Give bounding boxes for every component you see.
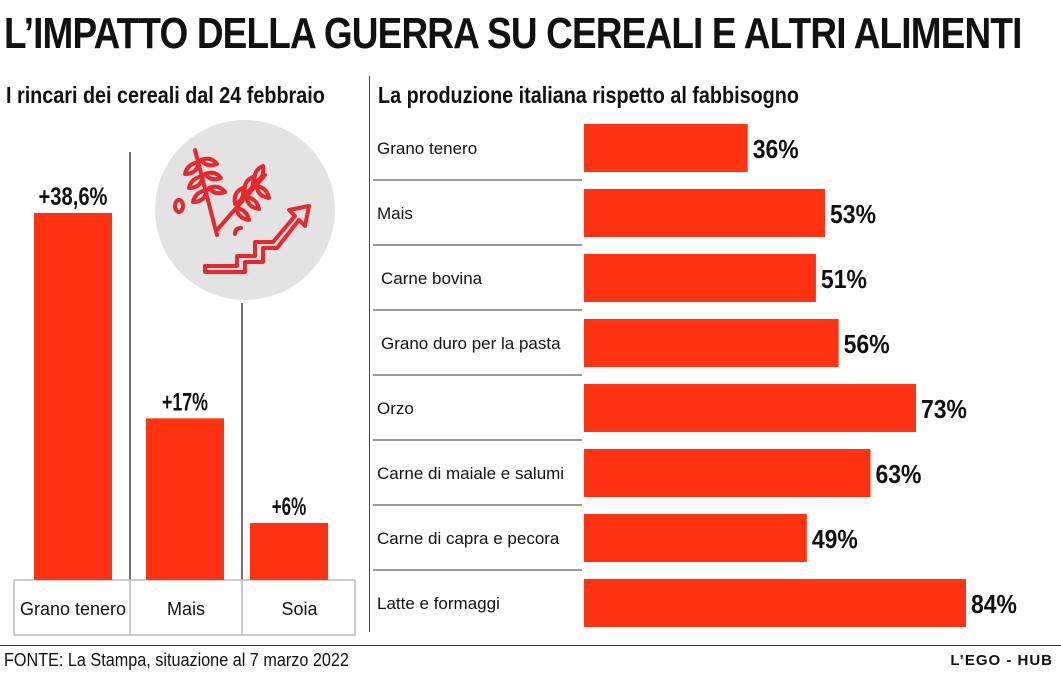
- bar-grano-duro-per-la-pasta: [584, 319, 839, 367]
- right-chart-title: La produzione italiana rispetto al fabbi…: [378, 82, 799, 108]
- brand-logo: L’EGO - HUB: [950, 652, 1053, 669]
- bar-carne-di-maiale-e-salumi: [584, 449, 871, 497]
- bar-orzo: [584, 384, 916, 432]
- bar-value-label: 73%: [921, 394, 967, 424]
- footer-divider: [0, 645, 1061, 646]
- bar-carne-di-capra-e-pecora: [584, 514, 807, 562]
- source-note: FONTE: La Stampa, situazione al 7 marzo …: [4, 650, 349, 670]
- bar-value-label: +38,6%: [39, 183, 108, 211]
- bar-value-label: 56%: [844, 329, 890, 359]
- section-divider: [369, 76, 370, 632]
- bar-value-label: 63%: [876, 459, 922, 489]
- bar-value-label: +6%: [272, 493, 307, 521]
- row-label: Grano duro per la pasta: [381, 334, 561, 353]
- category-label: Mais: [167, 599, 205, 619]
- wheat-arrow-graphic: [173, 148, 311, 274]
- page-title: L’IMPATTO DELLA GUERRA SU CEREALI E ALTR…: [4, 9, 1022, 58]
- cereal-price-increase-chart: +38,6% Grano tenero +17% Mais +6% Soia: [13, 152, 356, 636]
- italian-production-chart: Grano tenero 36% Mais 53% Carne bovina 51% Gra…: [373, 124, 1017, 627]
- row-label: Carne di capra e pecora: [377, 529, 560, 548]
- row-label: Carne bovina: [381, 269, 483, 288]
- row-label: Grano tenero: [377, 139, 477, 158]
- wheat-price-rise-icon: [155, 120, 335, 300]
- bar-value-label: 51%: [821, 264, 867, 294]
- bar-value-label: 49%: [812, 524, 858, 554]
- bar-mais: [584, 189, 826, 237]
- bar-soia: [250, 522, 328, 580]
- bar-mais: [146, 418, 224, 580]
- bar-value-label: 84%: [971, 589, 1017, 619]
- row-label: Orzo: [377, 399, 414, 418]
- bar-carne-bovina: [584, 254, 816, 302]
- bar-value-label: 53%: [830, 199, 876, 229]
- row-label: Carne di maiale e salumi: [377, 464, 564, 483]
- row-label: Latte e formaggi: [377, 594, 500, 613]
- bar-value-label: +17%: [162, 388, 208, 416]
- category-label: Soia: [281, 599, 318, 619]
- bar-value-label: 36%: [753, 134, 799, 164]
- bar-grano-tenero: [584, 124, 748, 172]
- category-label: Grano tenero: [20, 599, 126, 619]
- bar-latte-e-formaggi: [584, 579, 966, 627]
- left-chart-title: I rincari dei cereali dal 24 febbraio: [6, 82, 325, 108]
- row-label: Mais: [377, 204, 413, 223]
- bar-grano-tenero: [34, 213, 112, 580]
